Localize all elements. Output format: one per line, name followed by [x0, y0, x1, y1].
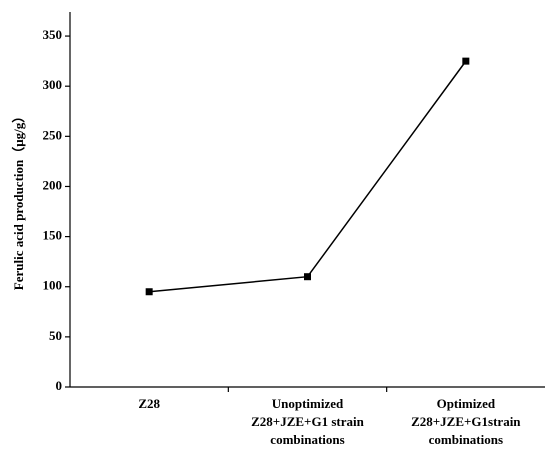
data-point [304, 273, 311, 281]
y-tick-label: 300 [43, 77, 63, 92]
y-tick-label: 150 [43, 228, 63, 243]
y-tick-label: 350 [43, 27, 63, 42]
y-tick-label: 100 [43, 278, 63, 293]
x-tick-label: Z28 [138, 396, 160, 411]
x-tick-label: Optimized Z28+JZE+G1strain combinations [411, 396, 521, 447]
data-point [145, 288, 153, 296]
y-axis-label: Ferulic acid production（μg/g） [11, 110, 26, 290]
y-tick-label: 50 [49, 328, 62, 343]
x-tick-label: Unoptimized Z28+JZE+G1 strain combinations [251, 396, 364, 447]
y-tick-label: 0 [56, 378, 63, 393]
data-line [149, 60, 467, 293]
y-tick-label: 250 [43, 127, 63, 142]
data-point [462, 57, 470, 65]
y-tick-label: 200 [43, 177, 63, 192]
